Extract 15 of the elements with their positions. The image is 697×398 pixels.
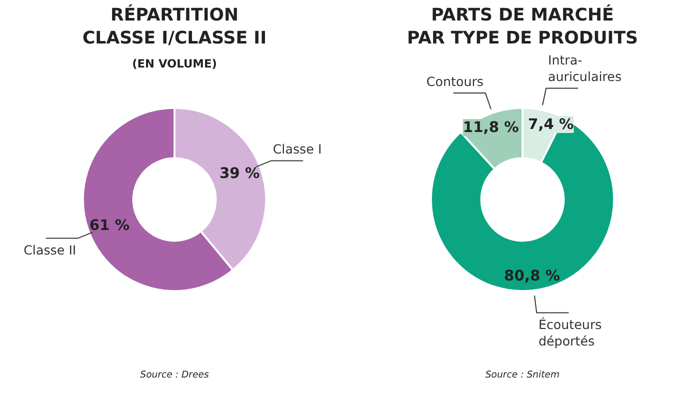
slice-label: Classe II — [24, 242, 76, 258]
source-note: Source : Drees — [140, 370, 209, 381]
data-label: 7,4 % — [528, 116, 574, 134]
data-label: 39 % — [219, 164, 260, 182]
slice-label: Contours — [426, 74, 484, 89]
chart-subtitle: (EN VOLUME) — [132, 56, 217, 71]
chart-title: RÉPARTITION CLASSE I/CLASSE II — [82, 4, 267, 49]
data-label: 61 % — [89, 217, 130, 234]
data-label: 11,8 % — [462, 119, 520, 136]
data-label: 80,8 % — [504, 267, 560, 284]
chart-title: PARTS DE MARCHÉ PAR TYPE DE PRODUITS — [406, 4, 638, 49]
slice-label: Classe I — [272, 142, 322, 157]
slice-label: Écouteurs déportés — [538, 316, 602, 348]
source-note: Source : Snitem — [485, 370, 560, 381]
slice-label: Intra- auriculaires — [548, 52, 622, 84]
